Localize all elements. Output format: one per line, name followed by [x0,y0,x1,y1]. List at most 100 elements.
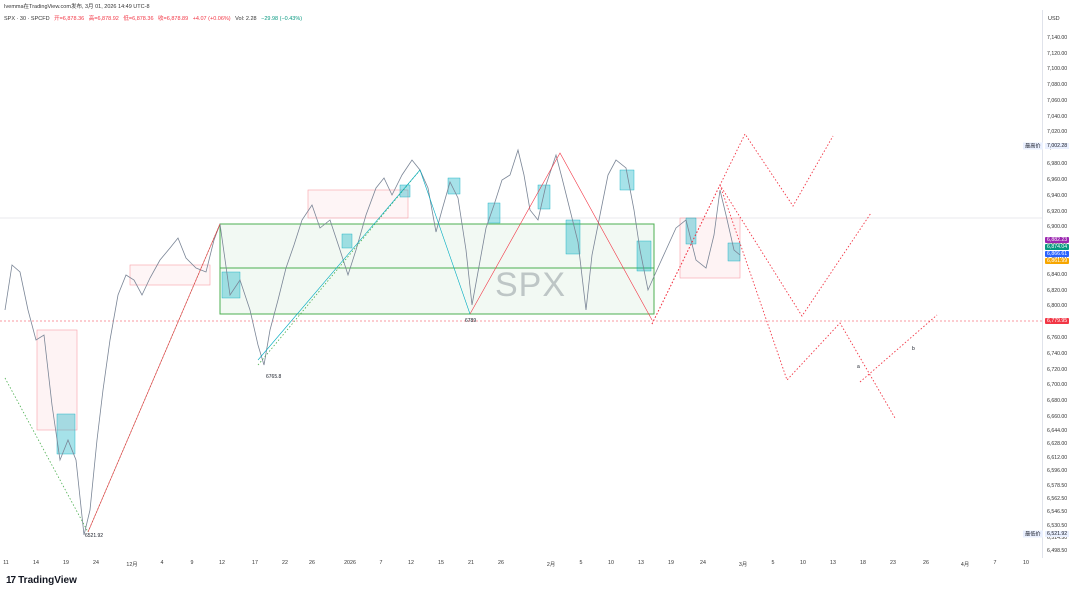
volume-value: Vol: 2.28 [235,16,257,22]
low-annotation: 6521.92 [85,533,104,539]
time-tick: 2026 [344,560,356,566]
time-tick: 14 [33,560,39,566]
time-tick: 5 [771,560,775,566]
time-tick: 18 [860,560,866,566]
publish-header: Ivemma在TradingView.com发布, 3月 01, 2026 14… [4,4,150,10]
price-tick: 7,100.00 [1047,66,1068,72]
time-tick: 13 [830,560,836,566]
price-tick: 7,140.00 [1047,35,1068,41]
time-tick: 5 [579,560,583,566]
fvg-boxes [56,169,741,455]
symbol-watermark: SPX [495,266,566,305]
time-tick: 19 [63,560,69,566]
wave-label-a: a [857,364,860,370]
time-tick: 10 [608,560,614,566]
price-tick: 6,530.50 [1047,523,1068,529]
range-box-outer [219,223,655,315]
high-price-name: 最高价 [1025,143,1041,150]
tradingview-logo[interactable]: 17 TradingView [6,575,77,586]
price-tick: 6,940.00 [1047,193,1068,199]
price-tick: 7,060.00 [1047,98,1068,104]
time-tick: 7 [379,560,383,566]
price-tick: 6,612.00 [1047,455,1068,461]
low-price-value: 6,521.92 [1045,531,1070,537]
price-tick: 6,920.00 [1047,209,1068,215]
price-tick: 6,760.00 [1047,335,1068,341]
wave-line-red [87,223,221,533]
price-tick: 6,596.00 [1047,468,1068,474]
time-tick: 7 [993,560,997,566]
time-tick: 26 [498,560,504,566]
time-tick: 24 [93,560,99,566]
price-tick: 6,628.00 [1047,441,1068,447]
time-tick: 21 [468,560,474,566]
price-axis[interactable]: 7,140.00 7,120.00 7,100.00 7,080.00 7,060.00… [1042,10,1080,558]
high-price-label: 最高价 [1023,142,1043,150]
time-tick: 26 [309,560,315,566]
time-tick: 12 [408,560,414,566]
price-tick: 6,880.00 [1047,240,1068,246]
zone-box [307,189,409,219]
low-price-name: 最低价 [1025,531,1041,538]
price-tick: 6,498.50 [1047,548,1068,554]
wave-line-red [469,152,653,321]
price-tick: 6,680.00 [1047,398,1068,404]
time-tick: 23 [890,560,896,566]
price-tag: 6,861.99 [1045,258,1070,264]
price-tick: 6,700.00 [1047,382,1068,388]
price-tag: 6,882.23 [1045,237,1070,243]
swing-low-annotation: 6789 [465,318,477,324]
price-tick: 7,040.00 [1047,114,1068,120]
symbol-info-bar: SPX · 30 · SPCFD 开=6,878.36 高=6,878.92 低… [4,14,305,22]
time-tick: 26 [923,560,929,566]
time-tick: 9 [190,560,194,566]
price-tick: 7,020.00 [1047,129,1068,135]
time-tick: 19 [668,560,674,566]
price-tick: 6,720.00 [1047,367,1068,373]
high-value: 高=6,878.92 [88,16,119,22]
high-price-value: 7,002.28 [1045,143,1070,149]
wave-label-b: b [912,346,915,352]
time-tick: 4月 [960,562,970,568]
price-tick: 6,980.00 [1047,161,1068,167]
price-tick: 6,960.00 [1047,177,1068,183]
time-tick: 12月 [126,562,138,568]
currency-label[interactable]: USD [1048,16,1060,22]
price-tick: 6,740.00 [1047,351,1068,357]
swing-low-annotation: 6765.8 [266,374,282,380]
time-tick: 11 [3,560,9,566]
price-tick: 6,900.00 [1047,224,1068,230]
wave-line-green [257,169,421,366]
time-axis[interactable]: 11 14 19 24 12月 4 9 12 17 22 26 2026 7 12 15 21 26 2月 5 10 1… [0,558,1042,570]
time-tick: 13 [638,560,644,566]
price-chart-canvas[interactable] [0,10,1042,558]
range-box-inner [219,267,655,315]
price-tick: 6,660.00 [1047,414,1068,420]
price-tick: 6,644.00 [1047,428,1068,434]
tradingview-logo-icon: 17 [6,575,16,586]
price-tick: 6,514.50 [1047,535,1068,541]
time-tick: 15 [438,560,444,566]
price-tick: 7,080.00 [1047,82,1068,88]
zone-box [129,264,211,286]
close-value: 收=6,878.89 [158,16,189,22]
zone-box [679,217,741,279]
price-tag: 6,874.04 [1045,244,1070,250]
change-value: +4.07 (+0.06%) [192,16,231,22]
price-tick: 6,840.00 [1047,272,1068,278]
price-tick: 6,800.00 [1047,303,1068,309]
time-tick: 17 [252,560,258,566]
price-tag: 6,779.95 [1045,318,1070,324]
price-tag: 6,866.61 [1045,251,1070,257]
symbol-name[interactable]: SPX · 30 · SPCFD [4,16,50,22]
price-tick: 6,820.00 [1047,288,1068,294]
time-tick: 10 [1023,560,1029,566]
wave-line-teal [257,169,471,361]
open-value: 开=6,878.36 [54,16,85,22]
time-tick: 2月 [546,562,556,568]
time-tick: 12 [219,560,225,566]
time-tick: 3月 [738,562,748,568]
price-tick: 7,120.00 [1047,51,1068,57]
time-tick: 24 [700,560,706,566]
price-tick: 6,546.50 [1047,509,1068,515]
